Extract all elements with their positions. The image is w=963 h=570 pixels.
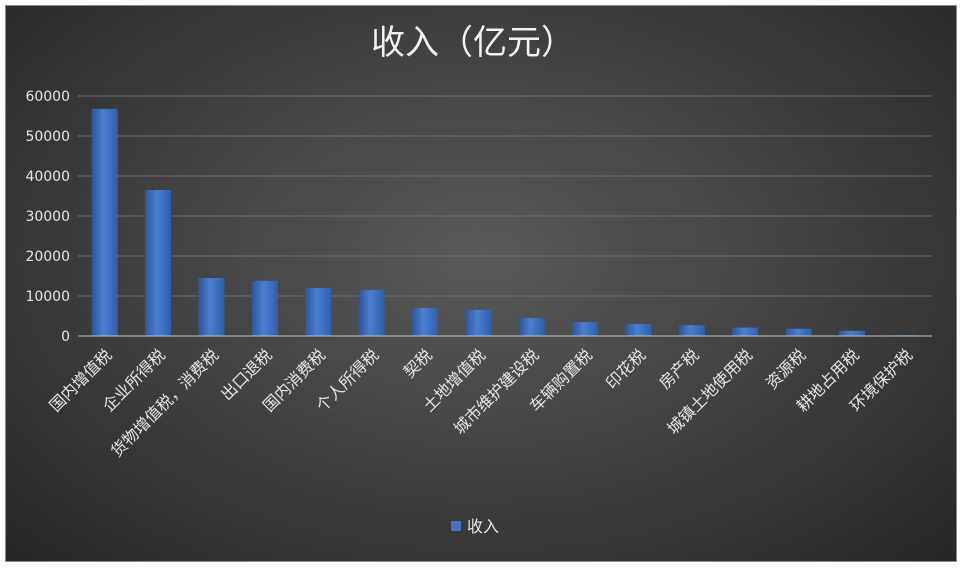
bar: [625, 324, 652, 336]
y-tick-label: 0: [61, 329, 70, 345]
y-tick-label: 40000: [25, 169, 70, 185]
bar-chart: 收入（亿元） 0 10000 20000 30000 40000 50000 60000 国…: [25, 23, 932, 536]
chart-title: 收入（亿元）: [371, 23, 575, 63]
x-tick-label: 房产税: [655, 345, 702, 392]
bar: [198, 278, 225, 336]
x-tick-label: 契税: [400, 345, 436, 381]
gridlines: [78, 95, 932, 297]
y-tick-label: 30000: [25, 209, 70, 225]
bar: [785, 328, 812, 336]
chart-frame: 收入（亿元） 0 10000 20000 30000 40000 50000 60000 国…: [5, 5, 957, 562]
x-tick-label: 印花税: [602, 345, 649, 392]
bar: [518, 318, 545, 336]
legend: 收入: [451, 517, 499, 536]
legend-swatch: [451, 521, 461, 531]
y-axis-ticks: 0 10000 20000 30000 40000 50000 60000: [25, 89, 70, 345]
bar: [838, 330, 865, 336]
bar: [305, 288, 332, 336]
bar: [358, 290, 385, 336]
y-tick-label: 60000: [25, 89, 70, 105]
bar: [145, 190, 172, 336]
bar: [91, 108, 118, 336]
bar: [678, 325, 705, 336]
y-tick-label: 10000: [25, 289, 70, 305]
y-tick-label: 20000: [25, 249, 70, 265]
legend-label: 收入: [467, 517, 499, 536]
y-tick-label: 50000: [25, 129, 70, 145]
x-tick-label: 资源税: [762, 345, 809, 392]
bar: [251, 280, 278, 336]
bar: [572, 322, 599, 336]
bar: [465, 310, 492, 336]
bars: [91, 108, 919, 336]
bar: [732, 327, 759, 336]
bar: [411, 308, 438, 336]
